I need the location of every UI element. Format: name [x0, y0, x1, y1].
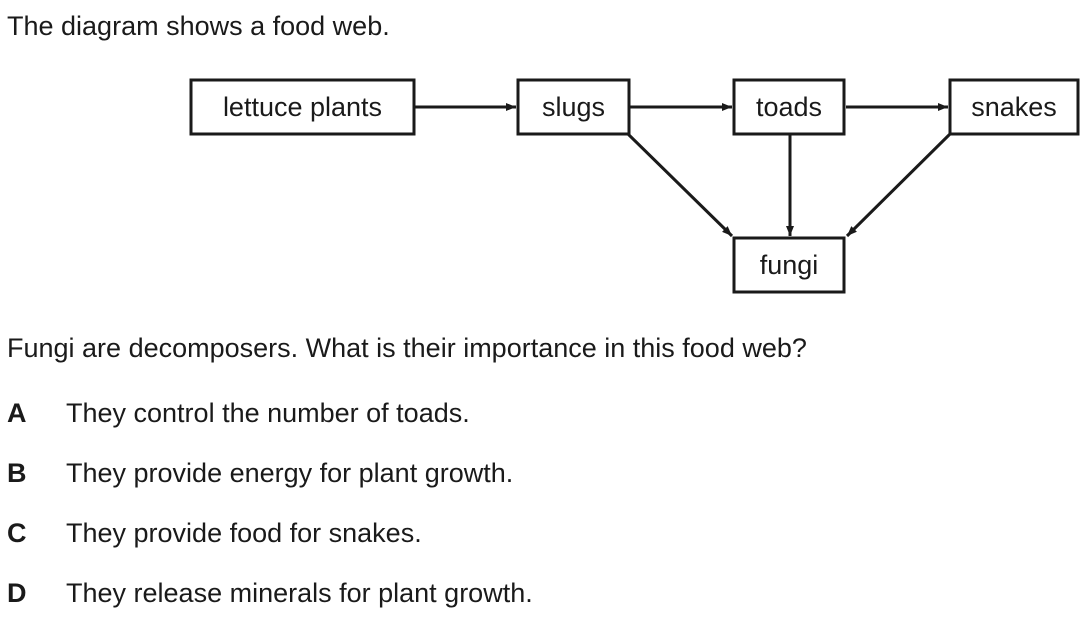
intro-text: The diagram shows a food web.: [7, 11, 390, 41]
option-a[interactable]: A They control the number of toads.: [7, 397, 533, 457]
option-letter: C: [7, 518, 27, 548]
node-slugs-label: slugs: [542, 92, 605, 122]
node-snakes-label: snakes: [971, 92, 1057, 122]
node-slugs: slugs: [516, 78, 631, 136]
edge-slugs-to-fungi: [626, 132, 734, 238]
node-fungi-label: fungi: [760, 250, 819, 280]
food-web-diagram: lettuce plants slugs toads snakes fungi: [189, 78, 1080, 294]
question-text: Fungi are decomposers. What is their imp…: [7, 333, 807, 363]
node-fungi: fungi: [732, 236, 846, 294]
option-text: They provide food for snakes.: [66, 518, 422, 548]
option-letter: B: [7, 458, 27, 488]
edge-snakes-to-fungi: [845, 132, 952, 238]
option-b[interactable]: B They provide energy for plant growth.: [7, 457, 533, 517]
option-text: They control the number of toads.: [66, 398, 470, 428]
node-toads: toads: [732, 78, 846, 136]
option-text: They release minerals for plant growth.: [66, 578, 533, 608]
option-text: They provide energy for plant growth.: [66, 458, 514, 488]
node-toads-label: toads: [756, 92, 822, 122]
node-lettuce-plants-label: lettuce plants: [223, 92, 382, 122]
option-c[interactable]: C They provide food for snakes.: [7, 517, 533, 577]
option-letter: A: [7, 398, 27, 428]
node-lettuce-plants: lettuce plants: [189, 78, 416, 136]
answer-options: A They control the number of toads. B Th…: [7, 397, 533, 637]
option-letter: D: [7, 578, 27, 608]
option-d[interactable]: D They release minerals for plant growth…: [7, 577, 533, 637]
node-snakes: snakes: [948, 78, 1080, 136]
